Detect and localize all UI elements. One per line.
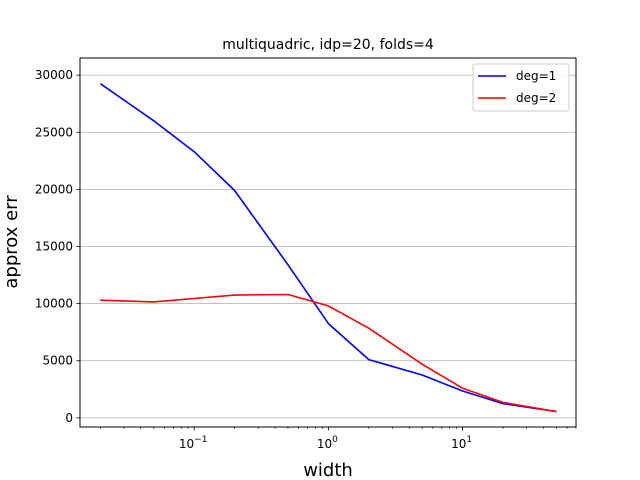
x-tick-label: 100: [317, 435, 338, 451]
y-tick-label: 25000: [35, 125, 73, 139]
y-tick-label: 0: [65, 411, 73, 425]
series-group: [99, 83, 557, 413]
x-tick-exponent: 1: [466, 435, 472, 445]
y-tick-label: 15000: [35, 239, 73, 253]
y-tick-label: 10000: [35, 297, 73, 311]
x-tick-base: 10: [179, 437, 194, 451]
series-line-deg-1: [99, 83, 557, 413]
chart-title: multiquadric, idp=20, folds=4: [222, 37, 434, 53]
legend: deg=1 deg=2: [472, 63, 570, 112]
plot-area: [79, 57, 577, 428]
x-tick-label: 10−1: [179, 435, 208, 451]
x-tick-label: 101: [451, 435, 472, 451]
x-tick-base: 10: [451, 437, 466, 451]
series-line-deg-2: [100, 293, 557, 413]
x-tick-base: 10: [317, 437, 332, 451]
y-tick-label: 5000: [42, 354, 73, 368]
legend-label: deg=1: [516, 69, 556, 83]
y-tick-label: 30000: [35, 68, 73, 82]
y-axis-label: approx err: [1, 195, 22, 289]
x-axis-label: width: [303, 460, 353, 480]
y-tick-label: 20000: [35, 182, 73, 196]
x-tick-exponent: −1: [194, 435, 207, 445]
x-tick-exponent: 0: [332, 435, 338, 445]
legend-label: deg=2: [516, 91, 556, 105]
grid: [80, 74, 576, 419]
